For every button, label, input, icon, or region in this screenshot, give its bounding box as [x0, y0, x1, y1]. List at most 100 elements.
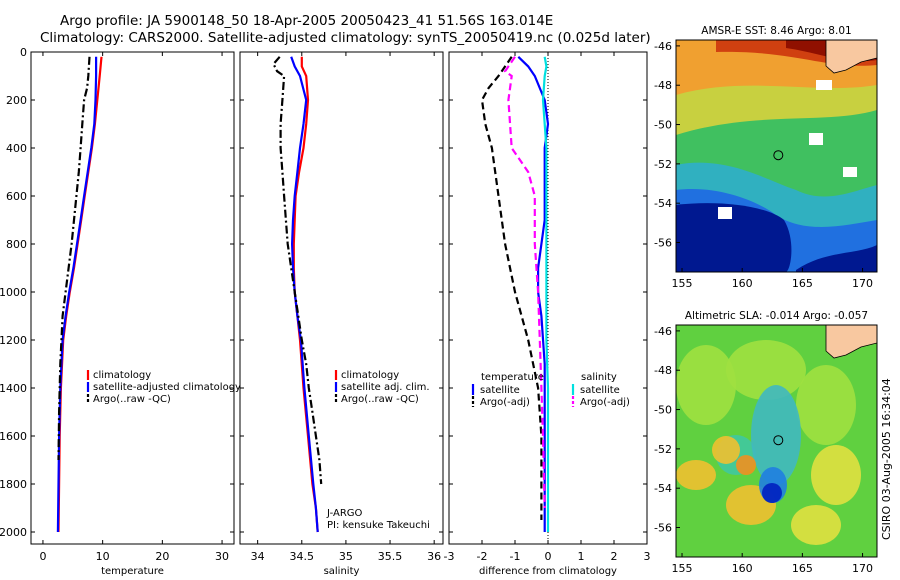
- temperature-xtick-label: 30: [215, 550, 229, 563]
- salinity-xtick-label: 34: [251, 550, 265, 563]
- land-new-zealand: [825, 325, 877, 359]
- difference-series-temperature-satellite: [517, 56, 550, 532]
- cloud-mask: [809, 133, 823, 145]
- sst-map-ytick-label: -54: [654, 197, 672, 210]
- difference-xtick-label: 3: [644, 550, 651, 563]
- cloud-mask: [718, 207, 732, 219]
- temperature-ytick-label: 200: [6, 94, 27, 107]
- sla-map-ytick-label: -54: [654, 482, 672, 495]
- temperature-series-argo-raw-qc-: [57, 56, 91, 461]
- temperature-ytick-label: 1200: [0, 334, 27, 347]
- difference-legend-item: satellite: [480, 385, 520, 396]
- difference-legend-item: Argo(-adj): [480, 397, 530, 408]
- sla-anomaly: [736, 455, 756, 475]
- sla-map-ytick-label: -46: [654, 325, 672, 338]
- sst-map-title: AMSR-E SST: 8.46 Argo: 8.01: [701, 25, 851, 37]
- sla-anomaly: [676, 460, 716, 490]
- salinity-xtick-label: 36: [427, 550, 441, 563]
- sla-anomaly: [712, 436, 740, 464]
- sla-map-xtick-label: 155: [672, 562, 693, 575]
- figure-title-line1: Argo profile: JA 5900148_50 18-Apr-2005 …: [60, 13, 554, 29]
- sla-map-xtick-label: 165: [792, 562, 813, 575]
- sst-map-xtick-label: 155: [672, 277, 693, 290]
- salinity-legend-item: Argo(..raw -QC): [341, 394, 419, 405]
- temperature-legend-item: climatology: [93, 370, 151, 381]
- temperature-xlabel: temperature: [101, 566, 164, 577]
- temperature-ytick-label: 1600: [0, 430, 27, 443]
- sla-map-field: [676, 325, 877, 557]
- temperature-ytick-label: 400: [6, 142, 27, 155]
- land-new-zealand: [825, 40, 877, 74]
- sla-map-frame: [675, 324, 878, 558]
- sla-map-ytick-label: -56: [654, 522, 672, 535]
- difference-legend-salinity-title: salinity: [581, 372, 617, 383]
- sst-map-xtick-label: 170: [852, 277, 873, 290]
- sst-map-ytick-label: -48: [654, 79, 672, 92]
- sst-map: 155 160 165 170 -46 -48 -50 -52 -54 -56 AMSR-E SST…: [654, 25, 878, 290]
- sst-map-xtick-label: 165: [792, 277, 813, 290]
- sla-map-profile-marker: [773, 435, 784, 446]
- sst-map-field: [676, 40, 877, 272]
- difference-xtick-label: 1: [578, 550, 585, 563]
- difference-xtick-label: -2: [477, 550, 488, 563]
- temperature-ytick-label: 1800: [0, 478, 27, 491]
- difference-xtick-label: 2: [611, 550, 618, 563]
- sla-map-xtick-label: 160: [732, 562, 753, 575]
- temperature-ytick-label: 800: [6, 238, 27, 251]
- salinity-axes: 34 34.5 35 35.5 36 salinity climatologysatelli…: [239, 51, 444, 577]
- salinity-annotation-line1: J-ARGO: [326, 508, 363, 519]
- difference-axes: -3 -2 -1 0 1 2 3 difference from climatology tem…: [444, 51, 651, 577]
- salinity-frame: [239, 51, 444, 545]
- sst-map-ytick-label: -56: [654, 237, 672, 250]
- sst-map-ytick-label: -46: [654, 40, 672, 53]
- cloud-mask: [843, 167, 857, 177]
- temperature-ytick-label: 1000: [0, 286, 27, 299]
- difference-series-salinity-argo-adj-: [503, 56, 546, 509]
- sst-map-profile-marker: [773, 150, 784, 161]
- difference-series-temperature-argo-adj-: [480, 56, 543, 520]
- figure-title-line2: Climatology: CARS2000. Satellite-adjuste…: [40, 30, 651, 46]
- difference-legend-temperature-title: temperature: [481, 372, 544, 383]
- sla-map-ytick-label: -48: [654, 364, 672, 377]
- sst-map-ytick-label: -52: [654, 158, 672, 171]
- temperature-frame: [30, 51, 235, 545]
- sst-map-frame: [675, 39, 878, 273]
- difference-legend-item: satellite: [580, 385, 620, 396]
- sla-map-ytick-label: -50: [654, 404, 672, 417]
- salinity-xtick-label: 35: [339, 550, 353, 563]
- temperature-axes: 0 10 20 30 0 200 400 600 800 1000 1200 1400 1600 1800…: [0, 46, 241, 577]
- salinity-xlabel: salinity: [324, 566, 360, 577]
- sst-map-ytick-label: -50: [654, 119, 672, 132]
- sla-map-title: Altimetric SLA: -0.014 Argo: -0.057: [685, 310, 868, 322]
- sla-anomaly: [676, 345, 736, 425]
- salinity-series-satellite-adj-clim-: [290, 56, 319, 533]
- temperature-ytick-label: 2000: [0, 526, 27, 539]
- sst-map-xtick-label: 160: [732, 277, 753, 290]
- salinity-legend-item: climatology: [341, 370, 399, 381]
- temperature-xtick-label: 20: [155, 550, 169, 563]
- difference-xtick-label: 0: [545, 550, 552, 563]
- difference-series-salinity-satellite: [541, 56, 550, 532]
- cloud-mask: [816, 80, 832, 90]
- sla-anomaly: [762, 483, 782, 503]
- temperature-legend-item: Argo(..raw -QC): [93, 394, 171, 405]
- sla-anomaly: [796, 365, 856, 445]
- temperature-xtick-label: 10: [96, 550, 110, 563]
- difference-xtick-label: -1: [510, 550, 521, 563]
- temperature-xtick-label: 0: [39, 550, 46, 563]
- temperature-ytick-label: 600: [6, 190, 27, 203]
- sla-anomaly: [751, 385, 801, 485]
- sla-map-ytick-label: -52: [654, 443, 672, 456]
- sla-anomaly: [791, 505, 841, 545]
- salinity-xtick-label: 34.5: [290, 550, 315, 563]
- difference-xlabel: difference from climatology: [479, 566, 617, 577]
- salinity-series-argo-raw-qc-: [272, 56, 323, 485]
- difference-xtick-label: -3: [444, 550, 455, 563]
- salinity-legend-item: satellite adj. clim.: [341, 382, 430, 393]
- sla-map: 155 160 165 170 -46 -48 -50 -52 -54 -56 Altimetric…: [654, 310, 878, 575]
- salinity-annotation-line2: PI: kensuke Takeuchi: [327, 520, 430, 531]
- sla-map-xtick-label: 170: [852, 562, 873, 575]
- salinity-xtick-label: 35.5: [378, 550, 403, 563]
- difference-legend-item: Argo(-adj): [580, 397, 630, 408]
